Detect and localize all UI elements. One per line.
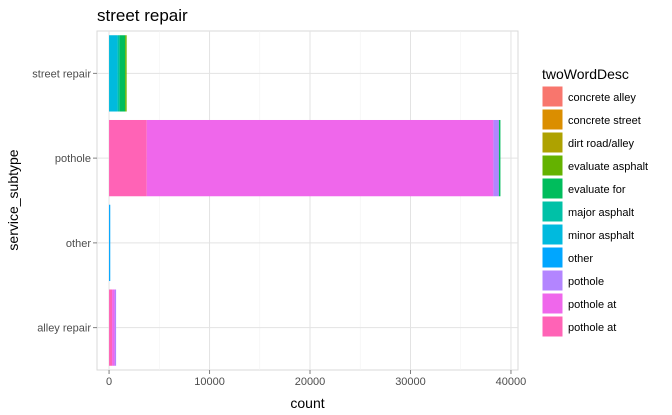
y-axis-label: service_subtype bbox=[5, 149, 21, 250]
legend-label: pothole at bbox=[568, 322, 616, 334]
legend-label: concrete street bbox=[568, 115, 641, 127]
x-tick-label: 0 bbox=[106, 376, 112, 388]
y-tick-label: other bbox=[66, 238, 91, 250]
legend-label: major asphalt bbox=[568, 207, 634, 219]
axis-ticks: 0 10000 20000 30000 40000 street repair pothol… bbox=[32, 68, 526, 388]
legend-label: evaluate asphalt bbox=[568, 161, 648, 173]
legend-label: pothole at bbox=[568, 299, 616, 311]
y-tick-label: alley repair bbox=[37, 323, 91, 335]
bar-segment bbox=[109, 35, 118, 112]
x-axis-label: count bbox=[290, 395, 324, 411]
bar-segment bbox=[114, 289, 117, 366]
legend-label: dirt road/alley bbox=[568, 138, 635, 150]
legend-label: evaluate for bbox=[568, 184, 626, 196]
legend-swatch bbox=[541, 246, 564, 269]
bar-segment bbox=[112, 289, 115, 366]
plot-panel bbox=[96, 30, 519, 371]
legend-swatch bbox=[541, 315, 564, 338]
legend-title: twoWordDesc bbox=[542, 66, 629, 82]
x-tick-label: 20000 bbox=[295, 376, 326, 388]
bar-segment bbox=[498, 119, 501, 197]
legend-swatch bbox=[541, 154, 564, 177]
x-tick-label: 10000 bbox=[194, 376, 225, 388]
bar-segment bbox=[119, 35, 126, 112]
chart-title: street repair bbox=[97, 6, 188, 25]
bars bbox=[109, 35, 501, 366]
bar-segment bbox=[125, 35, 127, 112]
bar-segment bbox=[109, 289, 113, 366]
x-tick-label: 40000 bbox=[496, 376, 527, 388]
bar-segment bbox=[117, 35, 120, 112]
legend: twoWordDesc concrete alley concrete stree… bbox=[541, 66, 648, 338]
bar-segment bbox=[493, 119, 499, 197]
legend-swatch bbox=[541, 85, 564, 108]
bar-segment bbox=[146, 119, 494, 197]
legend-swatch bbox=[541, 292, 564, 315]
legend-swatch bbox=[541, 200, 564, 223]
legend-swatch bbox=[541, 131, 564, 154]
bar-segment bbox=[109, 119, 147, 197]
legend-swatch bbox=[541, 269, 564, 292]
legend-label: other bbox=[568, 253, 593, 265]
legend-swatch bbox=[541, 108, 564, 131]
legend-label: minor asphalt bbox=[568, 230, 634, 242]
legend-label: pothole bbox=[568, 276, 604, 288]
legend-swatch bbox=[541, 177, 564, 200]
legend-label: concrete alley bbox=[568, 92, 636, 104]
y-tick-label: pothole bbox=[55, 153, 91, 165]
y-tick-label: street repair bbox=[32, 68, 91, 80]
bar-segment bbox=[109, 204, 111, 282]
legend-swatch bbox=[541, 223, 564, 246]
x-tick-label: 30000 bbox=[395, 376, 426, 388]
